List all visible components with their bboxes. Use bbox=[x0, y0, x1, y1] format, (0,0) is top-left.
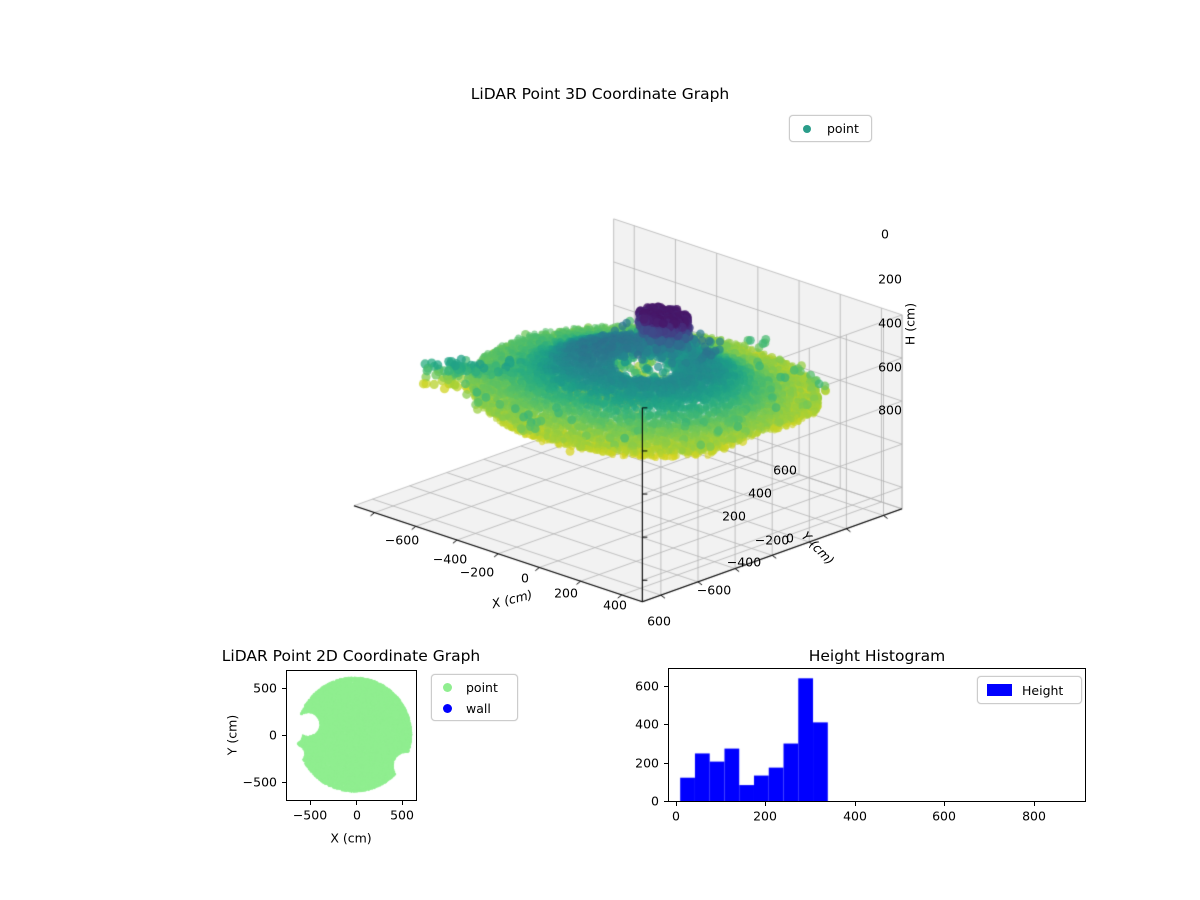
axis3d-y-tick-6: −600 bbox=[696, 582, 732, 598]
axis2d-y-tick-2: −500 bbox=[242, 774, 277, 790]
axis3d-x-tick-6: 600 bbox=[647, 613, 671, 629]
legend-3d[interactable]: point bbox=[789, 115, 872, 142]
legend-3d-label-point: point bbox=[827, 121, 859, 136]
panel-hist-frame bbox=[668, 668, 1086, 802]
axis2d-y-tickmark-2 bbox=[282, 782, 286, 784]
legend-hist-label-height: Height bbox=[1022, 682, 1064, 698]
axis2d-x-tick-2: 500 bbox=[390, 807, 414, 823]
axis3d-z-tick-3: 600 bbox=[878, 359, 902, 375]
panel-2d-title: LiDAR Point 2D Coordinate Graph bbox=[221, 647, 481, 665]
axis3d-z-tick-1: 200 bbox=[878, 271, 902, 287]
axis3d-y-tick-4: −200 bbox=[754, 532, 790, 548]
legend-hist[interactable]: Height bbox=[977, 676, 1082, 704]
axis3d-z-tick-4: 800 bbox=[878, 402, 902, 418]
axis3d-z-tick-0: 0 bbox=[881, 226, 889, 242]
axis2d-x-tick-1: 0 bbox=[353, 807, 361, 823]
legend-height-patch-icon bbox=[987, 684, 1012, 696]
axis2d-y-label: Y (cm) bbox=[224, 714, 240, 756]
legend-2d-label-point: point bbox=[466, 680, 498, 695]
axis3d-x-tick-3: 0 bbox=[521, 570, 529, 586]
axis-hist-x-tick-4: 800 bbox=[1022, 808, 1046, 824]
axis3d-x-tick-2: −200 bbox=[459, 564, 495, 580]
axis2d-x-tickmark-0 bbox=[310, 801, 312, 805]
axis-hist-y-tickmark-3 bbox=[664, 686, 668, 688]
panel-hist-title: Height Histogram bbox=[808, 647, 946, 665]
axis2d-y-tick-0: 500 bbox=[253, 680, 277, 696]
lidar-2d-scatter-canvas bbox=[287, 671, 416, 800]
axis2d-x-tickmark-2 bbox=[402, 801, 404, 805]
axis3d-y-tick-5: −400 bbox=[726, 554, 762, 570]
axis3d-z-label: H (cm) bbox=[902, 302, 918, 346]
axis3d-x-tick-1: −400 bbox=[432, 551, 468, 567]
panel-3d-title: LiDAR Point 3D Coordinate Graph bbox=[470, 85, 730, 103]
axis-hist-y-tick-3: 600 bbox=[635, 678, 659, 694]
panel-2d-frame bbox=[286, 670, 417, 801]
axis3d-x-tick-5: 400 bbox=[603, 597, 627, 613]
axis-hist-y-tickmark-2 bbox=[664, 724, 668, 726]
axis3d-z-tick-2: 400 bbox=[878, 315, 902, 331]
axis2d-y-tick-1: 0 bbox=[269, 727, 277, 743]
axis-hist-x-tickmark-0 bbox=[676, 802, 678, 806]
axis-hist-x-tick-3: 600 bbox=[932, 808, 956, 824]
legend-2d[interactable]: point wall bbox=[431, 674, 518, 721]
axis-hist-x-tickmark-4 bbox=[1034, 802, 1036, 806]
axis-hist-y-tickmark-0 bbox=[664, 801, 668, 803]
axis3d-y-tick-3: 0 bbox=[786, 530, 794, 546]
legend-point-marker-icon bbox=[803, 124, 811, 133]
axis2d-x-tickmark-1 bbox=[356, 801, 358, 805]
axis-hist-x-tickmark-3 bbox=[944, 802, 946, 806]
axis3d-y-tick-1: 400 bbox=[748, 485, 772, 501]
axis3d-x-tick-4: 200 bbox=[554, 585, 578, 601]
axis-hist-x-tick-2: 400 bbox=[843, 808, 867, 824]
axis3d-y-tick-0: 600 bbox=[773, 462, 797, 478]
axis2d-y-tickmark-0 bbox=[282, 688, 286, 690]
axis3d-y-tick-2: 200 bbox=[722, 508, 746, 524]
axis3d-x-tick-0: −600 bbox=[384, 532, 420, 548]
axis2d-x-label: X (cm) bbox=[330, 830, 372, 846]
axis2d-y-tickmark-1 bbox=[282, 735, 286, 737]
axis-hist-y-tick-2: 400 bbox=[635, 716, 659, 732]
axis2d-x-tick-0: −500 bbox=[292, 807, 328, 823]
axis-hist-x-tickmark-1 bbox=[765, 802, 767, 806]
axis-hist-x-tick-1: 200 bbox=[753, 808, 777, 824]
legend-2d-label-wall: wall bbox=[466, 701, 491, 716]
legend-point-marker-icon bbox=[443, 683, 452, 692]
axis-hist-x-tick-0: 0 bbox=[672, 808, 680, 824]
axis-hist-y-tick-0: 0 bbox=[651, 793, 659, 809]
legend-wall-marker-icon bbox=[443, 704, 452, 713]
axis-hist-y-tickmark-1 bbox=[664, 763, 668, 765]
axis-hist-x-tickmark-2 bbox=[855, 802, 857, 806]
axis-hist-y-tick-1: 200 bbox=[635, 755, 659, 771]
